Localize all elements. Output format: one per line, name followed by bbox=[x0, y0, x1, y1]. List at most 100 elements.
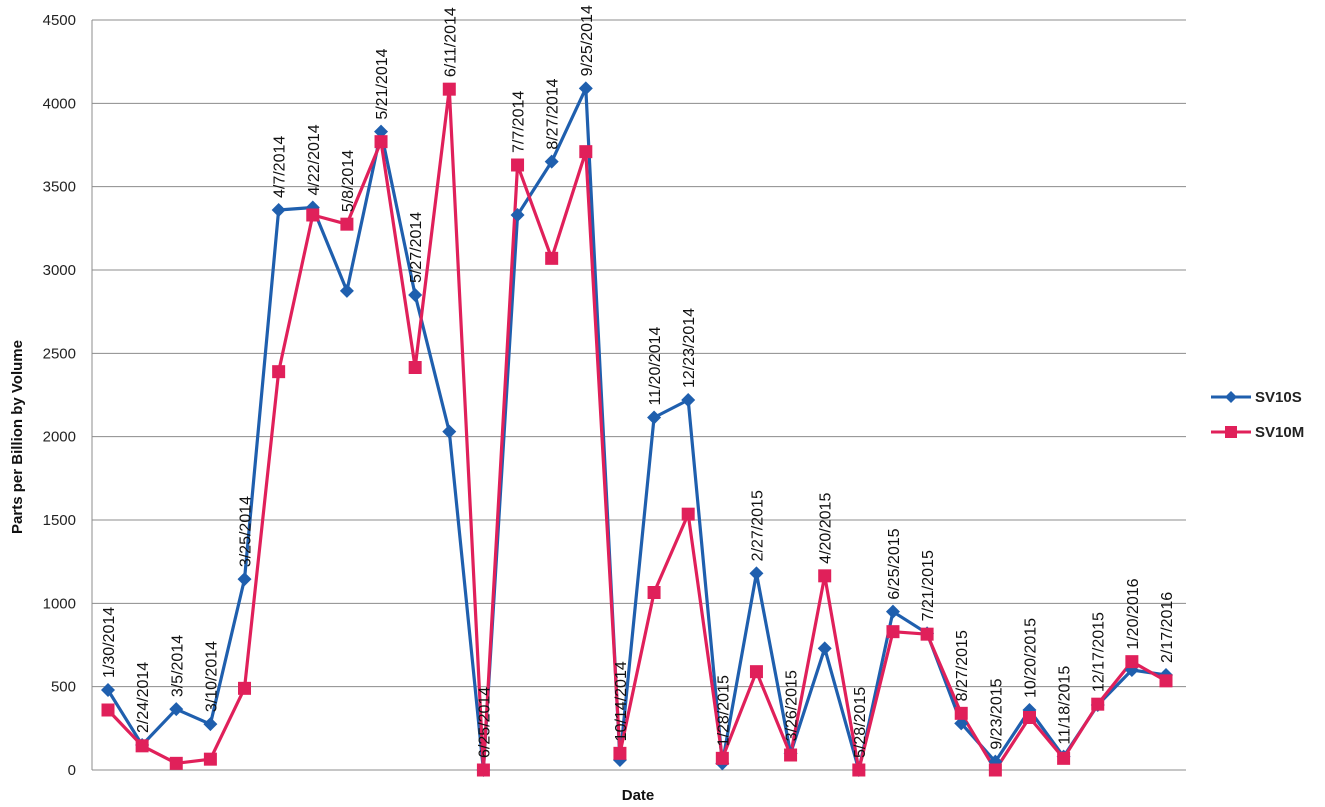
data-point-sv10m bbox=[442, 82, 456, 96]
data-point-sv10m bbox=[749, 665, 763, 679]
date-label: 11/18/2015 bbox=[1057, 666, 1074, 745]
data-point-sv10m bbox=[511, 158, 525, 172]
data-point-sv10m bbox=[784, 748, 798, 762]
date-label: 8/27/2014 bbox=[545, 78, 562, 149]
legend-item-sv10m: SV10M bbox=[1211, 424, 1304, 441]
legend-label-sv10m: SV10M bbox=[1255, 424, 1304, 441]
data-point-sv10m bbox=[954, 706, 968, 720]
date-label: 5/28/2015 bbox=[852, 687, 869, 758]
y-tick-label: 2500 bbox=[43, 345, 76, 362]
legend-marker-sv10s bbox=[1225, 391, 1237, 403]
date-label: 2/24/2014 bbox=[135, 662, 152, 733]
data-point-sv10m bbox=[169, 756, 183, 770]
data-point-sv10s bbox=[544, 154, 559, 169]
date-label: 6/25/2015 bbox=[886, 528, 903, 599]
data-point-sv10s bbox=[203, 717, 218, 732]
legend-item-sv10s: SV10S bbox=[1211, 389, 1302, 406]
data-point-sv10s bbox=[510, 208, 525, 222]
data-point-sv10s bbox=[271, 203, 286, 217]
data-point-sv10m bbox=[613, 746, 627, 760]
data-point-sv10m bbox=[1091, 697, 1105, 711]
data-point-sv10m bbox=[579, 145, 593, 159]
data-point-sv10s bbox=[885, 604, 900, 619]
date-label: 1/20/2016 bbox=[1125, 578, 1142, 649]
date-label: 7/21/2015 bbox=[920, 550, 937, 621]
y-tick-labels: 0 500 1000 1500 2000 2500 3000 3500 4000 4500 bbox=[43, 12, 76, 779]
data-point-sv10m bbox=[988, 763, 1002, 777]
data-point-sv10s bbox=[817, 641, 832, 656]
data-point-sv10s bbox=[169, 702, 184, 717]
series-markers bbox=[101, 81, 1173, 777]
data-point-sv10s bbox=[681, 393, 696, 407]
date-label: 12/17/2015 bbox=[1091, 612, 1108, 692]
data-point-sv10m bbox=[203, 752, 217, 766]
data-point-sv10s bbox=[101, 683, 115, 697]
y-tick-label: 500 bbox=[51, 679, 76, 696]
data-point-sv10m bbox=[1159, 674, 1173, 688]
data-point-sv10m bbox=[408, 361, 422, 374]
data-point-sv10m bbox=[101, 703, 115, 717]
data-point-sv10m bbox=[647, 586, 661, 599]
data-point-sv10m bbox=[681, 507, 695, 521]
data-point-sv10m bbox=[374, 135, 388, 149]
data-point-sv10m bbox=[1057, 751, 1071, 765]
data-point-sv10s bbox=[339, 283, 354, 298]
date-label: 3/5/2014 bbox=[169, 635, 186, 697]
date-labels: 1/30/2014 2/24/2014 3/5/2014 3/10/2014 3/25/… bbox=[101, 5, 1176, 758]
y-tick-label: 4000 bbox=[43, 95, 76, 112]
data-point-sv10m bbox=[715, 751, 729, 765]
date-label: 3/26/2015 bbox=[784, 670, 801, 741]
data-point-sv10m bbox=[238, 681, 252, 695]
data-point-sv10m bbox=[340, 217, 354, 231]
date-label: 9/25/2014 bbox=[579, 5, 596, 76]
data-point-sv10m bbox=[920, 627, 934, 641]
date-label: 4/7/2014 bbox=[272, 136, 289, 198]
y-tick-label: 0 bbox=[68, 762, 76, 779]
data-point-sv10m bbox=[886, 625, 900, 639]
date-label: 4/20/2015 bbox=[818, 493, 835, 564]
date-label: 3/25/2014 bbox=[238, 496, 255, 567]
data-point-sv10s bbox=[442, 424, 457, 439]
legend-marker-sv10m bbox=[1225, 426, 1237, 438]
y-tick-label: 1000 bbox=[43, 595, 76, 612]
y-tick-label: 3000 bbox=[43, 262, 76, 279]
date-label: 5/27/2014 bbox=[408, 212, 425, 283]
date-label: 8/27/2015 bbox=[954, 630, 971, 701]
data-point-sv10s bbox=[749, 566, 764, 581]
data-point-sv10m bbox=[1022, 711, 1036, 724]
legend: SV10S SV10M bbox=[1211, 389, 1304, 441]
data-point-sv10m bbox=[272, 365, 286, 379]
date-label: 6/11/2014 bbox=[442, 7, 459, 77]
date-label: 2/17/2016 bbox=[1159, 592, 1176, 663]
data-point-sv10s bbox=[408, 288, 423, 302]
data-point-sv10s bbox=[647, 410, 662, 425]
date-label: 5/8/2014 bbox=[340, 150, 357, 212]
y-axis-title: Parts per Billion by Volume bbox=[9, 340, 26, 534]
data-point-sv10m bbox=[306, 208, 320, 222]
date-label: 1/30/2014 bbox=[101, 607, 118, 678]
date-label: 1/28/2015 bbox=[715, 675, 732, 746]
y-tick-label: 3500 bbox=[43, 179, 76, 196]
date-label: 11/20/2014 bbox=[647, 327, 664, 406]
data-point-sv10m bbox=[545, 251, 559, 265]
date-label: 9/23/2015 bbox=[988, 678, 1005, 749]
date-label: 6/25/2014 bbox=[476, 687, 493, 758]
data-point-sv10s bbox=[237, 572, 252, 587]
data-point-sv10m bbox=[852, 763, 866, 777]
axes bbox=[91, 20, 1186, 771]
data-point-sv10m bbox=[135, 739, 149, 753]
date-label: 12/23/2014 bbox=[681, 308, 698, 388]
y-tick-label: 1500 bbox=[43, 512, 76, 529]
data-point-sv10s bbox=[578, 81, 593, 96]
series-lines bbox=[106, 86, 1167, 772]
date-label: 3/10/2014 bbox=[203, 641, 220, 712]
data-point-sv10m bbox=[1125, 655, 1139, 669]
date-label: 5/21/2014 bbox=[374, 48, 391, 119]
legend-label-sv10s: SV10S bbox=[1255, 389, 1302, 406]
date-label: 10/20/2015 bbox=[1022, 618, 1039, 698]
y-tick-label: 2000 bbox=[43, 429, 76, 446]
date-label: 10/14/2014 bbox=[613, 661, 630, 741]
date-label: 4/22/2014 bbox=[306, 124, 323, 195]
data-point-sv10m bbox=[818, 569, 832, 583]
